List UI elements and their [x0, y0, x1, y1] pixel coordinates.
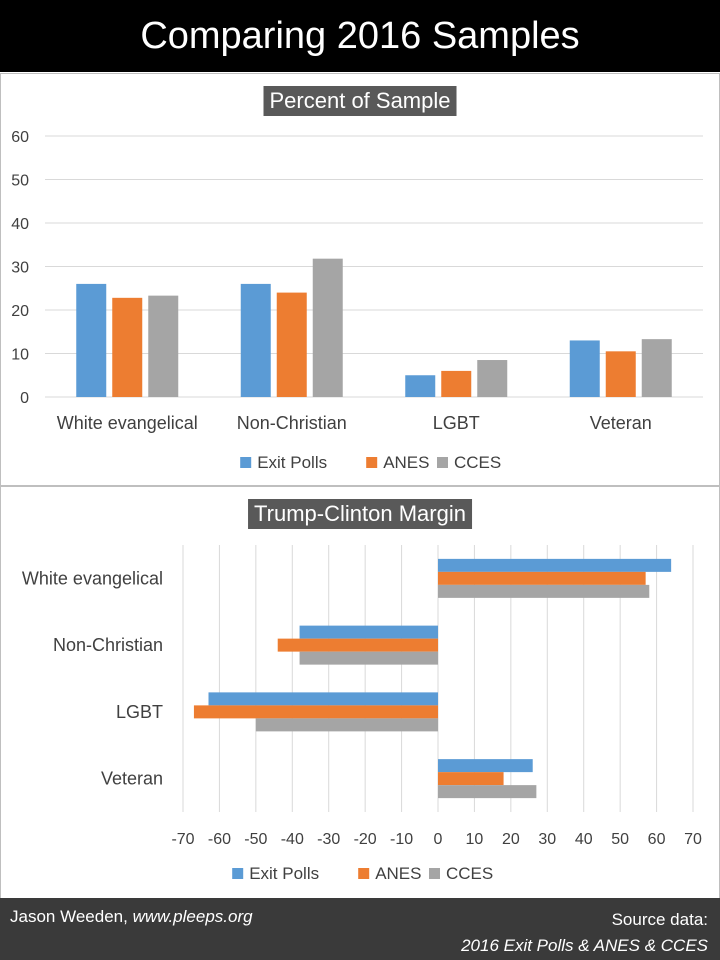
category-label-white-evangelical: White evangelical — [57, 413, 198, 433]
y-tick-label-20: 20 — [11, 303, 29, 320]
x-tick-label--50: -50 — [244, 831, 267, 848]
bar-cces-non-christian — [299, 651, 438, 665]
bar-cces-veteran — [438, 785, 537, 799]
category-label-non-christian: Non-Christian — [53, 635, 163, 655]
trump-clinton-margin-plot: -70 -60 -50 -40 -30 -20 -10 0 10 20 30 40 50 60 70 Whit… — [22, 545, 702, 883]
x-tick-label--30: -30 — [317, 831, 340, 848]
x-tick-label--40: -40 — [281, 831, 304, 848]
chart-title-trump-clinton-margin: Trump-Clinton Margin — [248, 499, 472, 529]
category-label-lgbt: LGBT — [116, 702, 163, 722]
footer-source-label: Source data: — [611, 910, 708, 929]
percent-of-sample-chart: 0 10 20 30 40 50 60 White evangelical Non-Christ… — [0, 73, 720, 486]
x-tick-label--60: -60 — [208, 831, 231, 848]
bar-anes-white-evangelical — [112, 297, 143, 397]
bar-exit-polls-white-evangelical — [76, 283, 107, 397]
x-tick-label-20: 20 — [502, 831, 520, 848]
bar-anes-lgbt — [193, 705, 438, 719]
x-tick-label-10: 10 — [466, 831, 484, 848]
footer-source: Source data: 2016 Exit Polls & ANES & CC… — [461, 907, 708, 959]
bar-anes-veteran — [605, 351, 636, 397]
x-tick-label-70: 70 — [684, 831, 702, 848]
legend-swatch-anes — [366, 457, 378, 468]
legend-label-anes: ANES — [375, 864, 421, 883]
footer-site-link[interactable]: www.pleeps.org — [132, 907, 253, 926]
bar-exit-polls-non-christian — [299, 625, 438, 639]
legend-label-cces: CCES — [446, 864, 493, 883]
x-tick-label-60: 60 — [648, 831, 666, 848]
bar-cces-lgbt — [255, 718, 438, 732]
bar-anes-veteran — [438, 772, 504, 786]
legend-label-exit-polls: Exit Polls — [249, 864, 319, 883]
bar-exit-polls-veteran — [569, 340, 600, 397]
bar-cces-veteran — [641, 339, 672, 397]
x-tick-label--70: -70 — [171, 831, 194, 848]
x-tick-label-0: 0 — [434, 831, 443, 848]
legend-swatch-exit-polls — [240, 457, 252, 468]
bar-exit-polls-non-christian — [240, 283, 271, 397]
bar-anes-lgbt — [441, 370, 472, 397]
category-label-veteran: Veteran — [101, 769, 163, 789]
x-tick-label--20: -20 — [354, 831, 377, 848]
y-tick-label-60: 60 — [11, 129, 29, 146]
bar-exit-polls-lgbt — [208, 692, 438, 706]
bar-cces-white-evangelical — [148, 295, 179, 397]
page-title: Comparing 2016 Samples — [0, 0, 720, 72]
category-label-veteran: Veteran — [590, 413, 652, 433]
x-tick-label-40: 40 — [575, 831, 593, 848]
legend-swatch-cces — [437, 457, 448, 468]
bar-cces-white-evangelical — [438, 584, 650, 598]
x-tick-label-50: 50 — [611, 831, 629, 848]
y-tick-label-30: 30 — [11, 260, 29, 277]
bar-anes-white-evangelical — [438, 571, 646, 585]
x-tick-label-30: 30 — [538, 831, 556, 848]
legend-label-exit-polls: Exit Polls — [257, 453, 327, 472]
bar-cces-lgbt — [477, 360, 508, 397]
bar-exit-polls-veteran — [438, 759, 533, 773]
y-tick-label-40: 40 — [11, 216, 29, 233]
legend-swatch-anes — [358, 868, 370, 879]
bar-cces-non-christian — [312, 258, 343, 397]
trump-clinton-margin-chart: -70 -60 -50 -40 -30 -20 -10 0 10 20 30 40 50 60 70 Whit… — [0, 486, 720, 899]
bar-anes-non-christian — [276, 292, 307, 397]
category-label-non-christian: Non-Christian — [237, 413, 347, 433]
category-label-white-evangelical: White evangelical — [22, 568, 163, 588]
bar-exit-polls-lgbt — [405, 375, 436, 397]
footer: Jason Weeden, www.pleeps.org Source data… — [0, 898, 720, 960]
legend-label-cces: CCES — [454, 453, 501, 472]
footer-source-text: 2016 Exit Polls & ANES & CCES — [461, 936, 708, 955]
bar-exit-polls-white-evangelical — [438, 558, 672, 572]
y-tick-label-10: 10 — [11, 347, 29, 364]
bar-anes-non-christian — [277, 638, 438, 652]
legend-swatch-cces — [429, 868, 440, 879]
y-tick-label-50: 50 — [11, 173, 29, 190]
footer-credit: Jason Weeden, www.pleeps.org — [10, 907, 253, 927]
percent-of-sample-plot: 0 10 20 30 40 50 60 White evangelical Non-Christ… — [11, 129, 703, 472]
x-tick-label--10: -10 — [390, 831, 413, 848]
footer-author: Jason Weeden, — [10, 907, 128, 926]
category-label-lgbt: LGBT — [433, 413, 480, 433]
chart-title-percent-of-sample: Percent of Sample — [263, 86, 457, 116]
legend-label-anes: ANES — [383, 453, 429, 472]
legend-swatch-exit-polls — [232, 868, 244, 879]
y-tick-label-0: 0 — [20, 390, 29, 407]
